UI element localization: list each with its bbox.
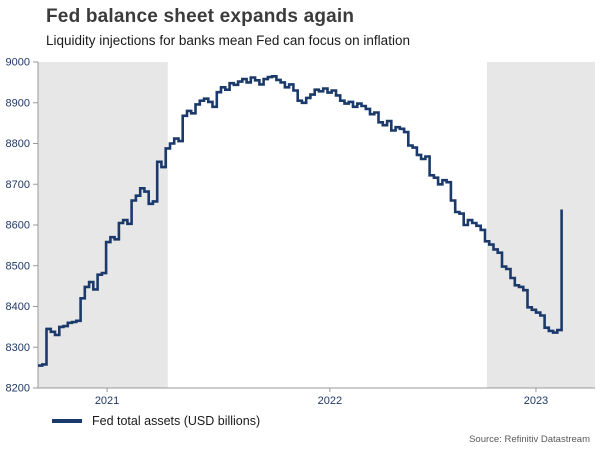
legend-label: Fed total assets (USD billions) bbox=[92, 414, 261, 428]
x-axis-label: 2022 bbox=[318, 395, 342, 407]
year-shading-band bbox=[38, 62, 168, 388]
y-axis-tick-label: 8200 bbox=[6, 383, 30, 395]
chart-title: Fed balance sheet expands again bbox=[46, 6, 355, 27]
y-axis-tick-label: 9000 bbox=[6, 57, 30, 69]
fed-balance-sheet-chart: 8200 8300 8400 8500 8600 8700 8800 8900 9000 2021… bbox=[6, 57, 595, 407]
year-shading-band bbox=[486, 62, 595, 388]
y-axis-tick-label: 8800 bbox=[6, 138, 30, 150]
y-axis-tick-label: 8500 bbox=[6, 260, 30, 272]
chart-subtitle: Liquidity injections for banks mean Fed … bbox=[46, 33, 410, 48]
x-axis-label: 2021 bbox=[95, 395, 119, 407]
source-text: Source: Refinitiv Datastream bbox=[469, 434, 590, 445]
y-axis-tick-label: 8700 bbox=[6, 179, 30, 191]
y-axis-tick-label: 8300 bbox=[6, 342, 30, 354]
legend-line-swatch bbox=[52, 419, 82, 423]
data-line bbox=[38, 75, 563, 367]
x-axis-label: 2023 bbox=[524, 395, 548, 407]
legend: Fed total assets (USD billions) bbox=[52, 414, 260, 428]
y-axis-tick-label: 8600 bbox=[6, 220, 30, 232]
y-axis-tick-label: 8900 bbox=[6, 97, 30, 109]
y-axis-tick-label: 8400 bbox=[6, 301, 30, 313]
